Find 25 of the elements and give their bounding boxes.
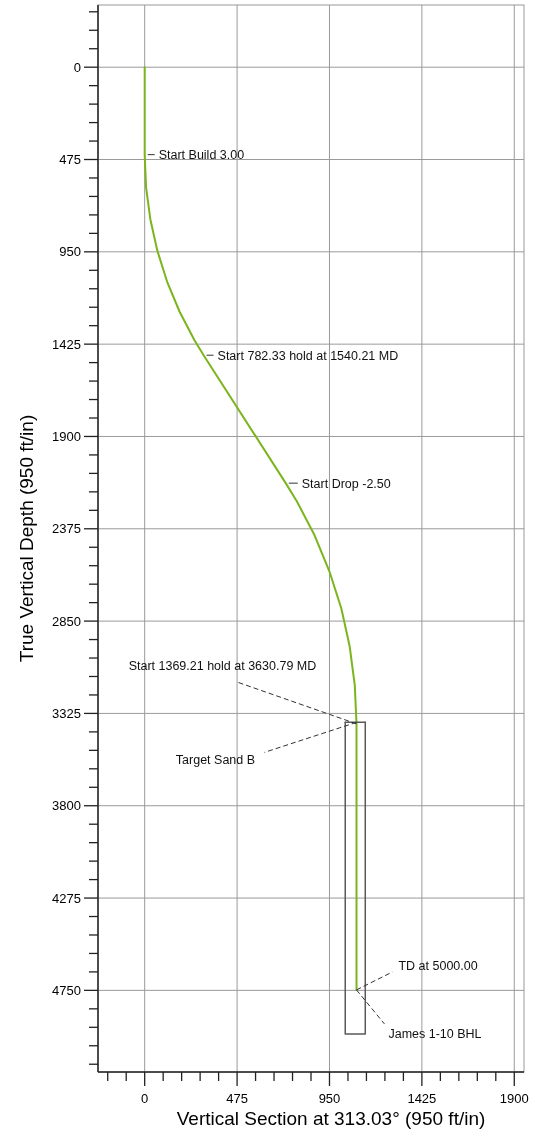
annotation: TD at 5000.00 (398, 959, 478, 974)
x-axis-title: Vertical Section at 313.03° (950 ft/in) (176, 1108, 486, 1129)
y-tick-label: 1900 (52, 429, 81, 445)
annotation: Start Drop -2.50 (301, 476, 391, 491)
y-tick-label: 950 (59, 244, 81, 260)
y-tick-label: 1425 (52, 336, 81, 352)
annotation: Start 1369.21 hold at 3630.79 MD (128, 659, 317, 674)
annotation: Start 782.33 hold at 1540.21 MD (217, 348, 399, 363)
x-tick-label: 1900 (499, 1091, 529, 1106)
x-tick-label: 475 (226, 1091, 248, 1106)
annotation: James 1-10 BHL (388, 1027, 482, 1042)
y-tick-label: 2850 (52, 613, 81, 629)
x-tick-label: 0 (141, 1091, 149, 1106)
y-tick-label: 0 (73, 59, 81, 75)
y-tick-label: 4750 (52, 982, 81, 998)
y-tick-label: 3325 (52, 705, 81, 721)
annotation: Target Sand B (175, 752, 256, 767)
y-axis-title: True Vertical Depth (950 ft/in) (16, 414, 37, 663)
annotation: Start Build 3.00 (158, 148, 245, 163)
y-tick-label: 475 (59, 152, 81, 168)
y-tick-label: 2375 (52, 521, 81, 537)
y-tick-label: 3800 (52, 798, 81, 814)
x-tick-label: 950 (318, 1091, 341, 1106)
y-tick-label: 4275 (52, 890, 81, 906)
x-tick-label: 1425 (407, 1091, 437, 1106)
